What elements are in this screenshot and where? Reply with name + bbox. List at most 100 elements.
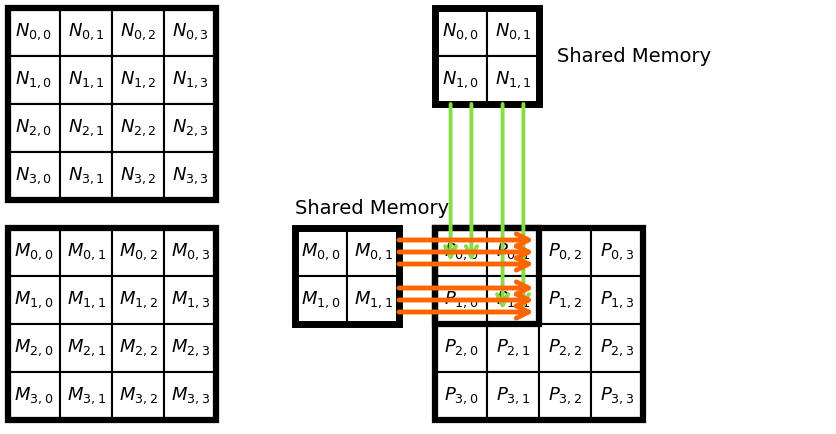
- Text: $N_{2,1}$: $N_{2,1}$: [68, 118, 104, 138]
- Text: $N_{0,0}$: $N_{0,0}$: [442, 22, 480, 42]
- Text: $M_{1,0}$: $M_{1,0}$: [14, 290, 54, 310]
- Bar: [60, 372, 112, 420]
- Bar: [164, 104, 216, 152]
- Text: $M_{3,0}$: $M_{3,0}$: [14, 386, 54, 406]
- Bar: [295, 228, 399, 324]
- Text: $N_{3,3}$: $N_{3,3}$: [171, 166, 208, 186]
- Text: $P_{1,3}$: $P_{1,3}$: [600, 290, 635, 310]
- Text: $N_{0,0}$: $N_{0,0}$: [15, 22, 53, 42]
- Bar: [435, 8, 487, 56]
- Text: $P_{2,1}$: $P_{2,1}$: [496, 338, 530, 358]
- Text: $M_{2,2}$: $M_{2,2}$: [119, 338, 157, 358]
- Bar: [295, 228, 347, 276]
- Text: $N_{3,2}$: $N_{3,2}$: [120, 166, 156, 186]
- Text: $N_{0,3}$: $N_{0,3}$: [171, 22, 208, 42]
- Text: $M_{0,1}$: $M_{0,1}$: [354, 242, 392, 262]
- Bar: [164, 228, 216, 276]
- Bar: [435, 228, 539, 324]
- Bar: [8, 8, 60, 56]
- Bar: [8, 56, 60, 104]
- Text: $N_{1,1}$: $N_{1,1}$: [495, 70, 532, 90]
- Text: $N_{1,0}$: $N_{1,0}$: [15, 70, 53, 90]
- Bar: [112, 8, 164, 56]
- Bar: [164, 8, 216, 56]
- Text: $P_{3,0}$: $P_{3,0}$: [444, 386, 478, 406]
- Bar: [347, 228, 399, 276]
- Bar: [112, 56, 164, 104]
- Bar: [112, 276, 164, 324]
- Text: $P_{3,3}$: $P_{3,3}$: [600, 386, 635, 406]
- Bar: [487, 324, 539, 372]
- Text: $M_{2,0}$: $M_{2,0}$: [14, 338, 54, 358]
- Bar: [8, 324, 60, 372]
- Text: $N_{2,3}$: $N_{2,3}$: [171, 118, 208, 138]
- Bar: [435, 8, 539, 104]
- Bar: [112, 324, 164, 372]
- Bar: [487, 372, 539, 420]
- Bar: [60, 8, 112, 56]
- Text: $P_{1,2}$: $P_{1,2}$: [548, 290, 582, 310]
- Bar: [347, 276, 399, 324]
- Bar: [112, 152, 164, 200]
- Text: $N_{0,1}$: $N_{0,1}$: [68, 22, 104, 42]
- Bar: [112, 372, 164, 420]
- Text: $P_{2,2}$: $P_{2,2}$: [548, 338, 582, 358]
- Text: $M_{1,0}$: $M_{1,0}$: [302, 290, 340, 310]
- Text: $P_{0,3}$: $P_{0,3}$: [600, 242, 635, 262]
- Text: $P_{3,2}$: $P_{3,2}$: [548, 386, 582, 406]
- Text: $M_{2,3}$: $M_{2,3}$: [171, 338, 210, 358]
- Text: $N_{1,3}$: $N_{1,3}$: [171, 70, 208, 90]
- Bar: [487, 228, 539, 276]
- Bar: [591, 372, 643, 420]
- Text: $M_{3,1}$: $M_{3,1}$: [67, 386, 105, 406]
- Text: $N_{1,2}$: $N_{1,2}$: [120, 70, 156, 90]
- Bar: [112, 228, 164, 276]
- Text: $P_{1,0}$: $P_{1,0}$: [444, 290, 478, 310]
- Bar: [435, 228, 487, 276]
- Text: $N_{0,1}$: $N_{0,1}$: [495, 22, 532, 42]
- Bar: [164, 372, 216, 420]
- Text: $M_{3,2}$: $M_{3,2}$: [119, 386, 157, 406]
- Bar: [8, 276, 60, 324]
- Text: $M_{0,2}$: $M_{0,2}$: [119, 242, 157, 262]
- Text: $M_{0,0}$: $M_{0,0}$: [302, 242, 340, 262]
- Bar: [164, 56, 216, 104]
- Text: $P_{2,0}$: $P_{2,0}$: [444, 338, 478, 358]
- Bar: [487, 276, 539, 324]
- Text: $N_{3,0}$: $N_{3,0}$: [15, 166, 53, 186]
- Bar: [539, 372, 591, 420]
- Bar: [164, 152, 216, 200]
- Bar: [487, 8, 539, 56]
- Text: $P_{1,1}$: $P_{1,1}$: [496, 290, 530, 310]
- Bar: [435, 324, 487, 372]
- Bar: [8, 104, 60, 152]
- Text: $N_{2,0}$: $N_{2,0}$: [15, 118, 53, 138]
- Bar: [591, 276, 643, 324]
- Text: $M_{1,2}$: $M_{1,2}$: [119, 290, 157, 310]
- Text: $M_{1,3}$: $M_{1,3}$: [171, 290, 210, 310]
- Text: $P_{0,1}$: $P_{0,1}$: [496, 242, 530, 262]
- Bar: [435, 56, 487, 104]
- Bar: [8, 228, 60, 276]
- Bar: [8, 8, 216, 200]
- Bar: [435, 276, 487, 324]
- Bar: [60, 152, 112, 200]
- Bar: [435, 372, 487, 420]
- Bar: [591, 228, 643, 276]
- Text: Shared Memory: Shared Memory: [557, 46, 711, 66]
- Text: Shared Memory: Shared Memory: [295, 199, 449, 218]
- Bar: [539, 324, 591, 372]
- Text: $P_{0,0}$: $P_{0,0}$: [444, 242, 478, 262]
- Bar: [295, 276, 347, 324]
- Text: $P_{0,2}$: $P_{0,2}$: [548, 242, 582, 262]
- Bar: [539, 228, 591, 276]
- Text: $P_{3,1}$: $P_{3,1}$: [496, 386, 530, 406]
- Bar: [435, 228, 643, 420]
- Text: $M_{0,1}$: $M_{0,1}$: [67, 242, 105, 262]
- Text: $N_{2,2}$: $N_{2,2}$: [120, 118, 156, 138]
- Text: $M_{3,3}$: $M_{3,3}$: [171, 386, 210, 406]
- Text: $M_{2,1}$: $M_{2,1}$: [67, 338, 105, 358]
- Bar: [60, 104, 112, 152]
- Bar: [164, 276, 216, 324]
- Bar: [60, 324, 112, 372]
